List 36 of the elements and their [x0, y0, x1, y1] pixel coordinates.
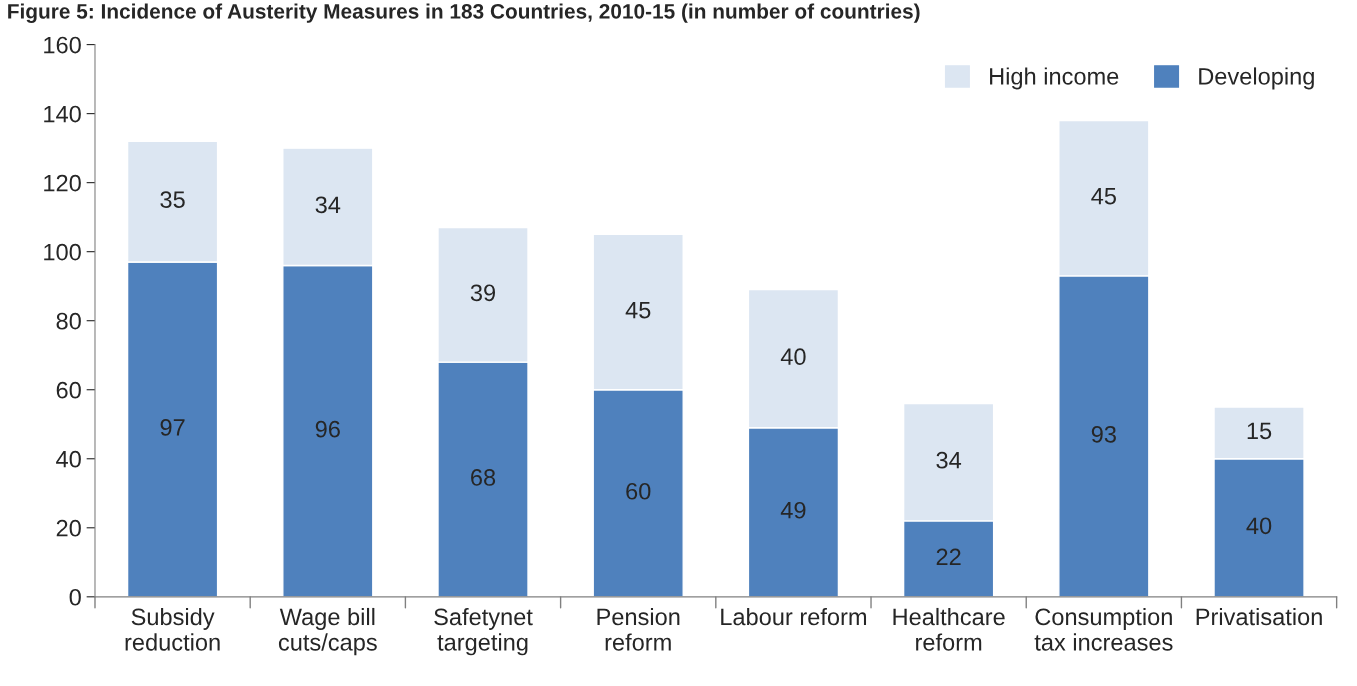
data-label: 34: [315, 196, 341, 214]
y-tick-label: 160: [44, 36, 81, 54]
x-tick-label: Labour reform: [721, 607, 867, 626]
data-label: 40: [1246, 517, 1272, 535]
x-tick-label: Pension reform: [597, 607, 680, 651]
x-tick-label: Consumption tax increases: [1034, 607, 1173, 651]
data-label: 22: [936, 548, 961, 565]
y-tick-label: 40: [56, 450, 81, 468]
y-tick-label: 20: [56, 519, 81, 537]
y-tick-label: 100: [44, 243, 81, 261]
data-label: 60: [626, 482, 651, 500]
y-tick-label: 120: [44, 174, 81, 192]
y-tick-label: 60: [56, 381, 81, 399]
x-tick-label: Safetynet targeting: [434, 607, 533, 656]
y-tick-label: 80: [56, 312, 81, 330]
x-tick-label: Wage bill cuts/caps: [278, 607, 377, 656]
data-label: 97: [160, 419, 185, 436]
data-label: 68: [471, 469, 496, 486]
data-label: 45: [1091, 188, 1116, 205]
x-tick-label: Privatisation: [1196, 607, 1322, 626]
y-tick-label: 140: [44, 105, 81, 123]
data-label: 49: [780, 501, 806, 519]
legend-label: Developing: [1199, 67, 1314, 90]
data-label: 93: [1091, 425, 1116, 443]
x-tick-label: Subsidy reduction: [125, 607, 220, 651]
y-tick-label: 0: [69, 588, 81, 606]
chart-title: Figure 5: Incidence of Austerity Measures in 183 Countries, 2010-15 (in number of countries): [8, 3, 920, 23]
data-label: 39: [470, 284, 496, 302]
x-tick-label: Healthcare reform: [893, 607, 1005, 651]
data-label: 35: [160, 191, 185, 208]
data-label: 45: [625, 301, 651, 319]
legend-label: High income: [990, 67, 1119, 90]
data-label: 40: [780, 348, 806, 366]
data-label: 34: [936, 451, 962, 469]
data-label: 96: [315, 420, 340, 438]
data-label: 15: [1247, 422, 1272, 440]
